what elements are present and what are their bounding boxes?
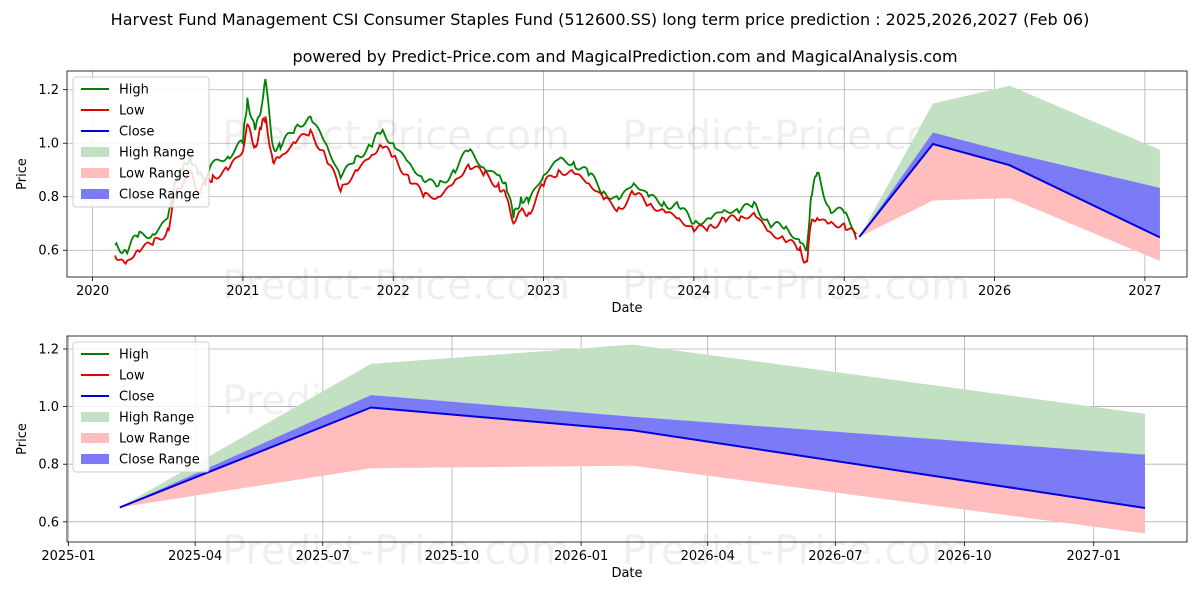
x-tick-label: 2026-04 (681, 549, 735, 564)
y-axis-label: Price (15, 158, 30, 190)
watermark-text: Predict-Price.com (222, 113, 570, 159)
legend-high-range-swatch (81, 412, 109, 422)
legend-close-label: Close (119, 390, 154, 405)
y-tick-label: 0.6 (38, 244, 59, 259)
y-axis-label: Price (15, 423, 30, 455)
y-tick-label: 0.8 (38, 190, 59, 205)
high-series-line (114, 78, 857, 256)
x-tick-label: 2027 (1128, 284, 1161, 299)
close-series-line (119, 406, 1146, 509)
legend-high-label: High (119, 83, 149, 98)
x-tick-label: 2025-10 (425, 549, 479, 564)
plot-frame (66, 335, 1188, 543)
watermark-text: Predict-Price.com (222, 263, 570, 309)
low-series-line (114, 116, 858, 266)
legend: High Low Close High Range Low Range Close Ran… (72, 341, 210, 473)
bottom-panel: 2025-01 2025-04 2025-07 2025-10 2026-01 2026-… (15, 335, 1188, 581)
legend-high-range-label: High Range (119, 411, 194, 426)
legend-close-label: Close (119, 125, 154, 140)
legend-low-label: Low (119, 104, 145, 119)
x-tick-label: 2020 (76, 284, 109, 299)
legend-high-label: High (119, 348, 149, 363)
y-tick-label: 1.0 (38, 137, 59, 152)
low-range-area (859, 144, 1160, 261)
close-range-area (119, 395, 1145, 508)
legend-high-range-label: High Range (119, 146, 194, 161)
x-axis-label: Date (611, 566, 642, 581)
close-series-line (858, 142, 1161, 239)
x-tick-label: 2022 (377, 284, 410, 299)
x-tick-label: 2024 (677, 284, 710, 299)
y-tick-label: 1.2 (38, 83, 59, 98)
x-tick-label: 2025-07 (296, 549, 350, 564)
x-tick-label: 2026-01 (554, 549, 608, 564)
watermark-text: Predict-Price.com (622, 263, 970, 309)
legend-low-range-swatch (81, 433, 109, 443)
x-tick-label: 2026-10 (937, 549, 991, 564)
x-tick-label: 2021 (226, 284, 259, 299)
y-tick-label: 0.8 (38, 458, 59, 473)
legend-low-label: Low (119, 369, 145, 384)
x-tick-label: 2026 (978, 284, 1011, 299)
legend-low-range-label: Low Range (119, 167, 190, 182)
x-tick-label: 2027-01 (1067, 549, 1121, 564)
watermark-text: Predict-Price.com (622, 528, 970, 574)
chart-title: Harvest Fund Management CSI Consumer Sta… (111, 10, 1090, 29)
legend-close-range-swatch (81, 454, 109, 464)
legend-close-range-swatch (81, 189, 109, 199)
legend-low-range-swatch (81, 168, 109, 178)
x-axis-label: Date (611, 301, 642, 316)
x-tick-label: 2026-07 (808, 549, 862, 564)
watermark-text: Predict-Price.com (222, 528, 570, 574)
legend-close-range-label: Close Range (119, 188, 200, 203)
y-tick-label: 1.0 (38, 400, 59, 415)
plot-frame (66, 70, 1188, 278)
y-tick-label: 1.2 (38, 342, 59, 357)
x-tick-label: 2023 (527, 284, 560, 299)
top-panel: 2020 2021 2022 2023 2024 2025 2026 2027 0.6 0.8 1.… (15, 70, 1188, 316)
legend: High Low Close High Range Low Range Close Ran… (72, 76, 210, 208)
y-tick-label: 0.6 (38, 515, 59, 530)
legend-high-range-swatch (81, 147, 109, 157)
low-range-area (119, 407, 1145, 534)
legend-low-range-label: Low Range (119, 432, 190, 447)
chart-subtitle: powered by Predict-Price.com and Magical… (292, 47, 957, 66)
x-tick-label: 2025-01 (41, 549, 95, 564)
close-range-area (859, 132, 1160, 238)
x-tick-label: 2025-04 (168, 549, 222, 564)
x-tick-label: 2025 (828, 284, 861, 299)
legend-close-range-label: Close Range (119, 453, 200, 468)
